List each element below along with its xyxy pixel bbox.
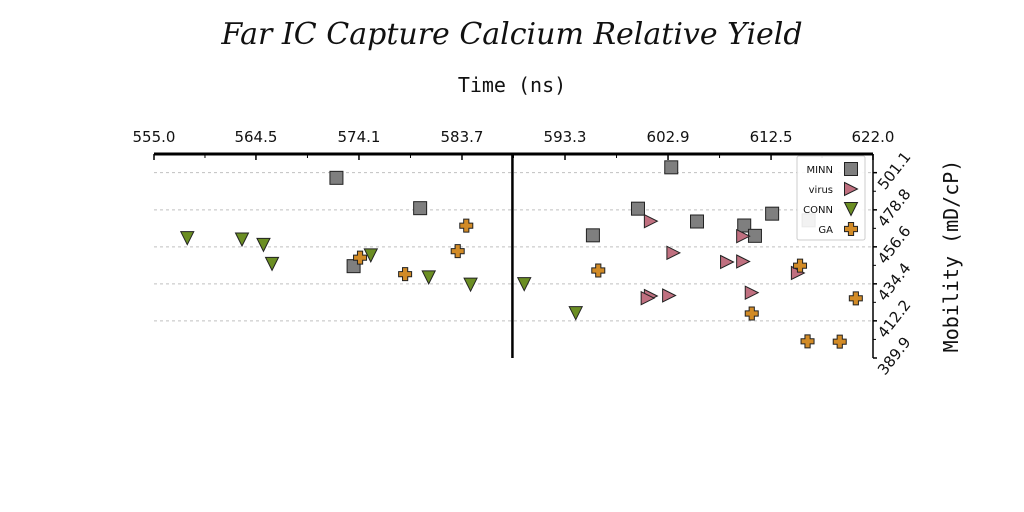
data-point-ga — [848, 291, 863, 306]
y-tick-label: 434.4 — [874, 259, 915, 304]
data-point-ga — [591, 263, 606, 278]
data-point-ga — [353, 250, 368, 265]
data-points — [179, 160, 863, 349]
data-point-minn — [664, 160, 679, 175]
legend-label: CONN — [803, 205, 833, 216]
x-tick-label: 574.1 — [337, 128, 380, 146]
data-point-conn — [363, 248, 379, 263]
y-tick-label: 456.6 — [874, 222, 915, 267]
data-point-virus — [720, 254, 735, 270]
data-point-ga — [450, 244, 465, 259]
legend-marker — [844, 162, 858, 176]
data-point-minn — [630, 201, 645, 216]
legend: MINN virus CONN GA — [796, 155, 866, 241]
legend-marker — [844, 181, 859, 197]
data-point-minn — [413, 201, 428, 216]
data-point-conn — [234, 232, 250, 248]
data-point-virus — [666, 245, 682, 261]
data-point-ga — [832, 334, 847, 349]
y-tick-label: 389.9 — [874, 334, 915, 379]
x-tick-label: 555.0 — [133, 128, 176, 146]
data-point-ga — [793, 258, 808, 273]
data-point-conn — [264, 256, 280, 272]
x-tick-label: 583.7 — [441, 128, 484, 146]
x-tick-label: 593.3 — [544, 128, 587, 146]
data-point-minn — [690, 214, 705, 229]
data-point-conn — [463, 277, 478, 293]
data-point-virus — [643, 213, 659, 229]
x-tick-label: 612.5 — [750, 128, 793, 146]
data-point-ga — [459, 218, 474, 233]
data-point-minn — [737, 218, 752, 233]
x-tick-label: 622.0 — [852, 128, 895, 146]
data-point-conn — [568, 306, 584, 321]
legend-label: MINN — [806, 165, 833, 176]
data-point-ga — [800, 334, 815, 349]
data-point-ga — [398, 267, 413, 282]
axes — [153, 152, 877, 359]
data-point-ga — [744, 306, 759, 321]
x-axis-label: Time (ns) — [458, 73, 566, 97]
data-point-conn — [179, 231, 195, 246]
data-point-conn — [421, 270, 437, 285]
data-point-virus — [662, 288, 677, 303]
data-point-virus — [640, 290, 656, 306]
y-tick-label: 478.8 — [874, 185, 915, 230]
data-point-minn — [747, 228, 762, 243]
y-axis-label: Mobility (mD/cP) — [939, 160, 963, 353]
data-point-minn — [329, 170, 344, 185]
data-point-virus — [736, 254, 751, 269]
data-point-virus — [736, 228, 751, 244]
data-point-virus — [744, 285, 760, 300]
data-point-conn — [256, 237, 271, 253]
legend-label: virus — [809, 185, 833, 196]
legend-box — [796, 155, 866, 241]
data-point-minn — [765, 206, 780, 221]
legend-marker — [844, 222, 858, 236]
x-tick-label: 564.5 — [234, 128, 277, 146]
data-point-minn — [585, 228, 600, 243]
legend-marker — [843, 202, 859, 217]
legend-label: GA — [818, 225, 833, 236]
chart-title: Far IC Capture Calcium Relative Yield — [220, 17, 802, 52]
y-tick-label: 412.2 — [874, 296, 915, 341]
y-tick-label: 501.1 — [874, 148, 915, 193]
x-tick-label: 602.9 — [647, 128, 690, 146]
data-point-conn — [516, 277, 532, 292]
